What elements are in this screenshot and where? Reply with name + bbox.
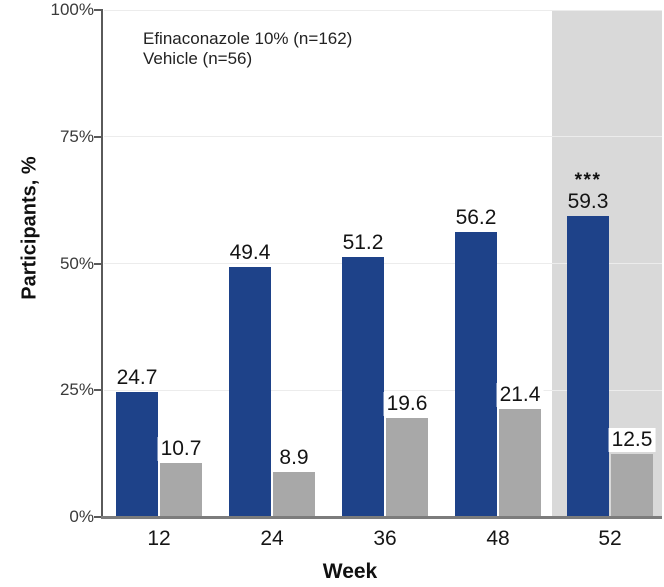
x-tick-label-week-52: 52	[598, 527, 622, 550]
bar-vehicle-week-36	[386, 417, 428, 517]
y-tick-label: 50%	[59, 253, 94, 273]
y-tick	[94, 389, 101, 392]
y-tick-label: 75%	[59, 126, 94, 146]
y-tick	[94, 516, 101, 518]
legend-swatch-blue-icon	[118, 31, 135, 48]
bar-vehicle-week-24	[273, 471, 315, 517]
y-tick	[94, 262, 101, 265]
bar-efinaconazole-week-52	[567, 216, 609, 517]
value-label-vehicle-week-24: 8.9	[276, 445, 312, 470]
y-axis-title: Participants, %	[18, 156, 41, 300]
y-axis-line	[101, 9, 103, 518]
value-label-efinaconazole-week-48: 56.2	[455, 206, 497, 230]
x-tick-label-week-48: 48	[486, 527, 510, 550]
y-tick-label: 0%	[69, 507, 94, 526]
bar-vehicle-week-12	[160, 462, 202, 517]
y-tick	[94, 9, 101, 11]
value-label-vehicle-week-48: 21.4	[496, 382, 544, 407]
x-tick-label-week-12: 12	[147, 527, 171, 550]
gridline	[104, 9, 662, 11]
bar-efinaconazole-week-24	[229, 266, 271, 517]
x-tick-label-week-24: 24	[260, 527, 284, 550]
bar-efinaconazole-week-48	[455, 232, 497, 517]
legend-swatch-gray-icon	[118, 51, 135, 68]
value-label-vehicle-week-52: 12.5	[608, 427, 656, 452]
legend-label: Vehicle (n=56)	[143, 49, 253, 68]
bar-efinaconazole-week-36	[342, 257, 384, 517]
x-axis-title: Week	[322, 560, 378, 583]
y-tick-label: 100%	[50, 0, 94, 19]
x-tick-label-week-36: 36	[373, 527, 397, 550]
legend-item-efinaconazole: Efinaconazole 10% (n=162)	[118, 29, 352, 49]
value-label-efinaconazole-week-24: 49.4	[229, 240, 271, 264]
y-tick-label: 25%	[59, 380, 94, 400]
legend: Efinaconazole 10% (n=162) Vehicle (n=56)	[118, 29, 352, 69]
significance-annotation: ***	[574, 170, 602, 192]
bar-vehicle-week-48	[499, 408, 541, 517]
value-label-vehicle-week-12: 10.7	[157, 436, 205, 461]
y-tick	[94, 135, 101, 138]
x-axis-line	[101, 516, 662, 519]
value-label-efinaconazole-week-36: 51.2	[342, 231, 384, 255]
gridline	[104, 136, 662, 138]
bar-efinaconazole-week-12	[116, 391, 158, 517]
legend-item-vehicle: Vehicle (n=56)	[118, 49, 352, 69]
legend-label: Efinaconazole 10% (n=162)	[143, 29, 353, 48]
value-label-vehicle-week-36: 19.6	[383, 391, 431, 416]
bar-vehicle-week-52	[611, 453, 653, 517]
value-label-efinaconazole-week-52: 59.3	[567, 190, 609, 214]
value-label-efinaconazole-week-12: 24.7	[116, 365, 158, 389]
